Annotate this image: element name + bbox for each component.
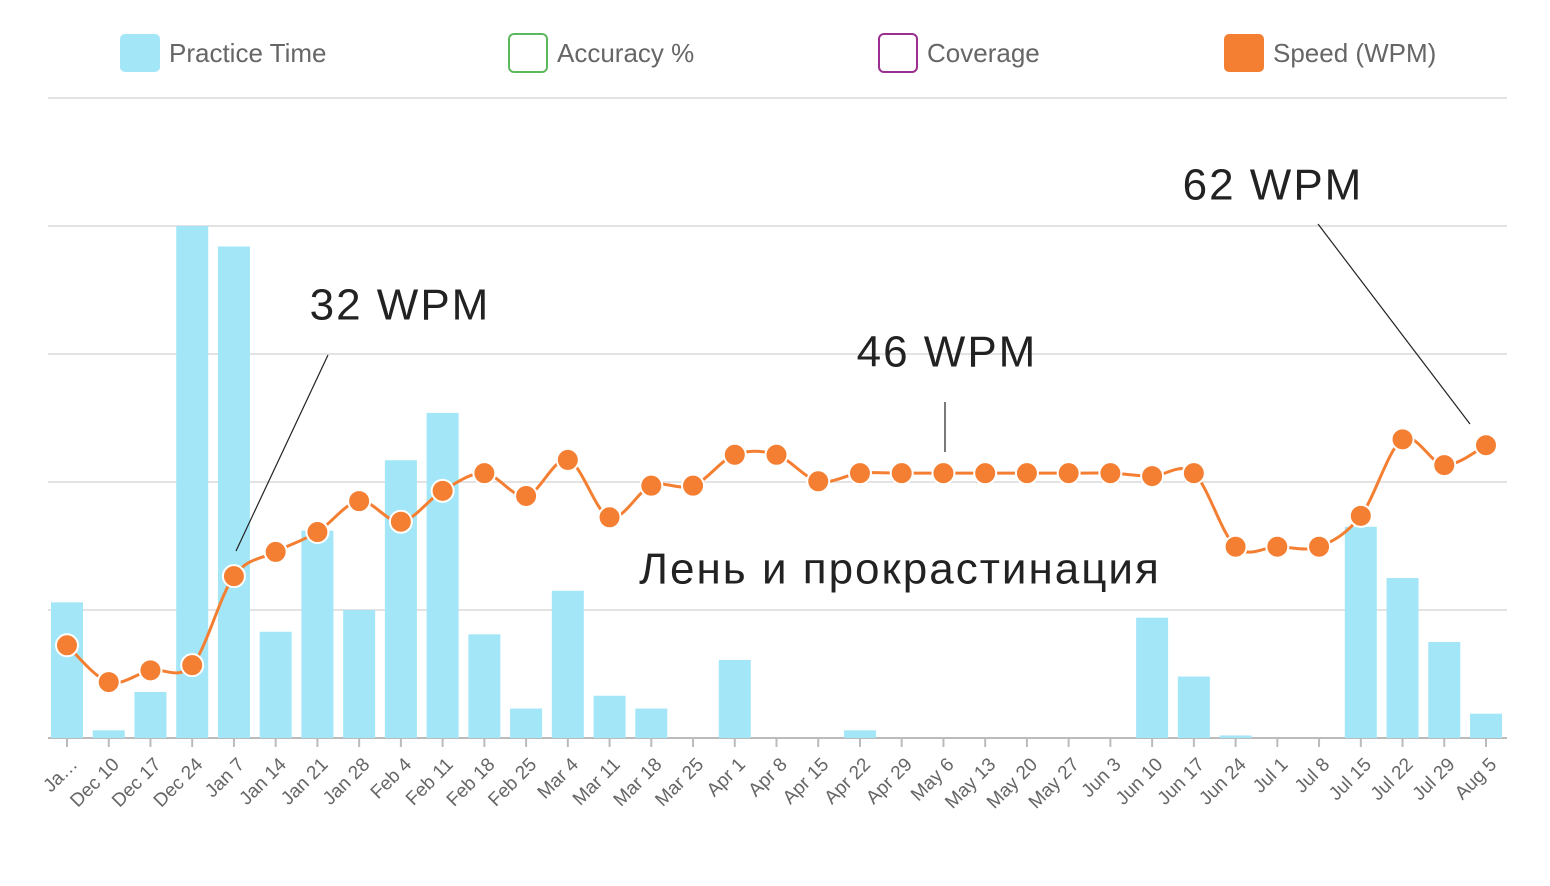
legend-label: Accuracy % [557,38,694,68]
legend-label: Speed (WPM) [1273,38,1436,68]
speed-point [430,478,455,503]
bar [51,602,83,738]
speed-point [472,461,497,486]
bar [1428,642,1461,738]
speed-point [973,461,998,486]
speed-point [514,483,539,508]
bar [92,730,125,738]
speed-point [847,461,872,486]
x-tick-label: Jul 15 [1325,754,1376,805]
bar [134,691,167,738]
x-tick-label: Apr 15 [779,754,833,808]
annotation: Лень и прокрастинация [639,545,1161,594]
speed-point [1307,534,1332,559]
speed-point [1140,464,1165,489]
speed-point [1056,461,1081,486]
speed-point [1348,503,1373,528]
speed-point [555,447,580,472]
x-tick-label: Jan 28 [319,754,374,809]
bar [176,226,209,738]
x-tick-label: Jul 22 [1367,754,1418,805]
speed-point [305,520,330,545]
bar [1219,735,1252,738]
bar [510,708,543,738]
legend-swatch [508,33,548,73]
x-tick-label: Jun 10 [1112,754,1167,809]
bar [1386,578,1419,738]
speed-point [1098,461,1123,486]
speed-point [889,461,914,486]
speed-point [597,505,622,530]
bar [551,590,584,738]
bar [468,634,501,738]
speed-point [138,658,163,683]
speed-point [681,473,706,498]
speed-point [1432,453,1457,478]
speed-point [1474,433,1498,458]
speed-point [639,473,664,498]
legend-label: Coverage [927,38,1040,68]
speed-point [1223,534,1248,559]
bar [301,530,334,738]
x-tick-label: Apr 1 [703,754,750,801]
legend-swatch [120,34,160,72]
x-tick-label: Jan 21 [277,754,332,809]
bar [343,610,376,738]
speed-point [1390,427,1415,452]
speed-point [221,564,246,589]
annotation-pointer [1317,223,1471,425]
speed-point [1265,534,1290,559]
x-tick-label: Aug 5 [1451,754,1501,804]
x-tick-label: Jun 17 [1154,754,1209,809]
bar [718,659,751,738]
bar [593,695,626,738]
speed-point [931,461,956,486]
speed-point [1181,461,1206,486]
legend-label: Practice Time [169,38,327,68]
bar [426,412,459,738]
annotation: 32 WPM [310,281,491,330]
bar [217,246,250,739]
x-tick-label: Apr 22 [821,754,875,808]
bar [1344,526,1377,738]
speed-point [96,670,121,695]
annotation-pointer [235,354,329,552]
annotation: 46 WPM [857,328,1038,377]
speed-point [1014,461,1039,486]
bar [259,631,292,738]
bar [1470,713,1502,738]
speed-point [55,633,79,658]
speed-point [263,539,288,564]
bar [635,708,668,738]
x-tick-label: Jul 1 [1249,754,1292,797]
legend-swatch [878,33,918,73]
annotation: 62 WPM [1183,161,1364,210]
x-tick-label: Apr 29 [862,754,916,808]
speed-point [806,469,831,494]
speed-point [347,489,372,514]
bar [843,730,876,738]
speed-point [764,442,789,467]
speed-point [180,653,205,678]
speed-point [388,509,413,534]
x-tick-label: Jul 29 [1409,754,1460,805]
legend-swatch [1224,34,1264,72]
bar [384,460,417,738]
bar [1177,676,1210,738]
bar [1136,617,1169,738]
speed-point [722,442,747,467]
x-tick-label: Jun 24 [1195,754,1250,809]
